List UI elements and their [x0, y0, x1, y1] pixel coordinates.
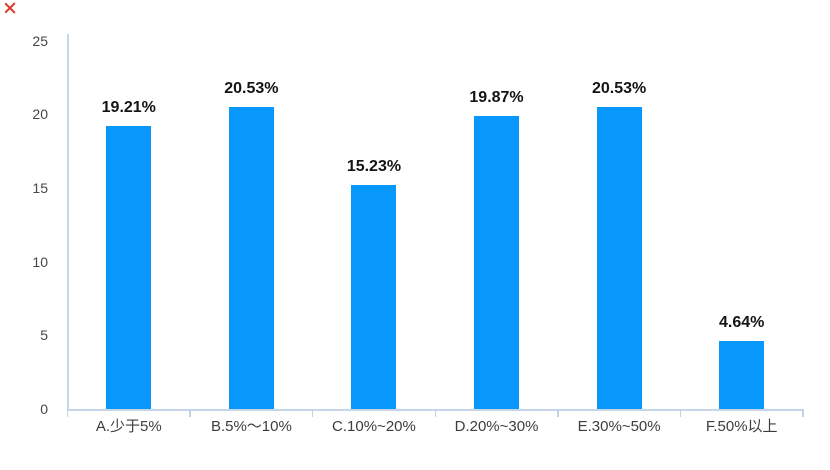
- x-axis-category-label: C.10%~20%: [332, 418, 416, 435]
- x-axis-tick-mark: [66, 409, 69, 417]
- x-axis-category-label: A.少于5%: [95, 418, 162, 435]
- bar-value-label: 4.64%: [719, 313, 765, 331]
- bar-value-label: 20.53%: [591, 79, 647, 97]
- x-axis-tick-mark: [189, 409, 191, 417]
- y-axis-line: [67, 34, 69, 409]
- red-x-icon: [4, 2, 16, 14]
- bar: [106, 126, 152, 409]
- bar: [719, 340, 765, 409]
- x-axis-category-label: E.30%~50%: [577, 418, 661, 435]
- bar-value-label: 20.53%: [224, 79, 279, 97]
- bar: [351, 184, 397, 409]
- x-axis-category-label: D.20%~30%: [454, 418, 539, 435]
- y-axis-tick-label: 10: [32, 253, 48, 270]
- x-axis-category-label: F.50%以上: [705, 418, 778, 435]
- bar-value-label: 19.87%: [469, 89, 524, 107]
- y-axis-tick-label: 25: [32, 32, 48, 49]
- x-axis-tick-mark: [557, 409, 559, 417]
- bar: [474, 116, 520, 409]
- x-axis-tick-mark: [434, 409, 436, 417]
- bar-value-label: 15.23%: [346, 157, 402, 175]
- x-axis-category-label: B.5%～10%: [210, 418, 292, 435]
- y-axis-tick-label: 20: [32, 106, 48, 123]
- bar: [596, 106, 642, 409]
- y-axis-tick-label: 15: [32, 180, 48, 197]
- y-axis-tick-label: 0: [40, 401, 48, 417]
- x-axis-tick-mark: [679, 409, 682, 417]
- bar-value-label: 19.21%: [101, 99, 156, 117]
- x-axis-tick-mark: [311, 409, 314, 417]
- bar: [228, 106, 274, 409]
- x-axis-tick-mark: [802, 409, 804, 417]
- y-axis-tick-label: 5: [40, 327, 48, 344]
